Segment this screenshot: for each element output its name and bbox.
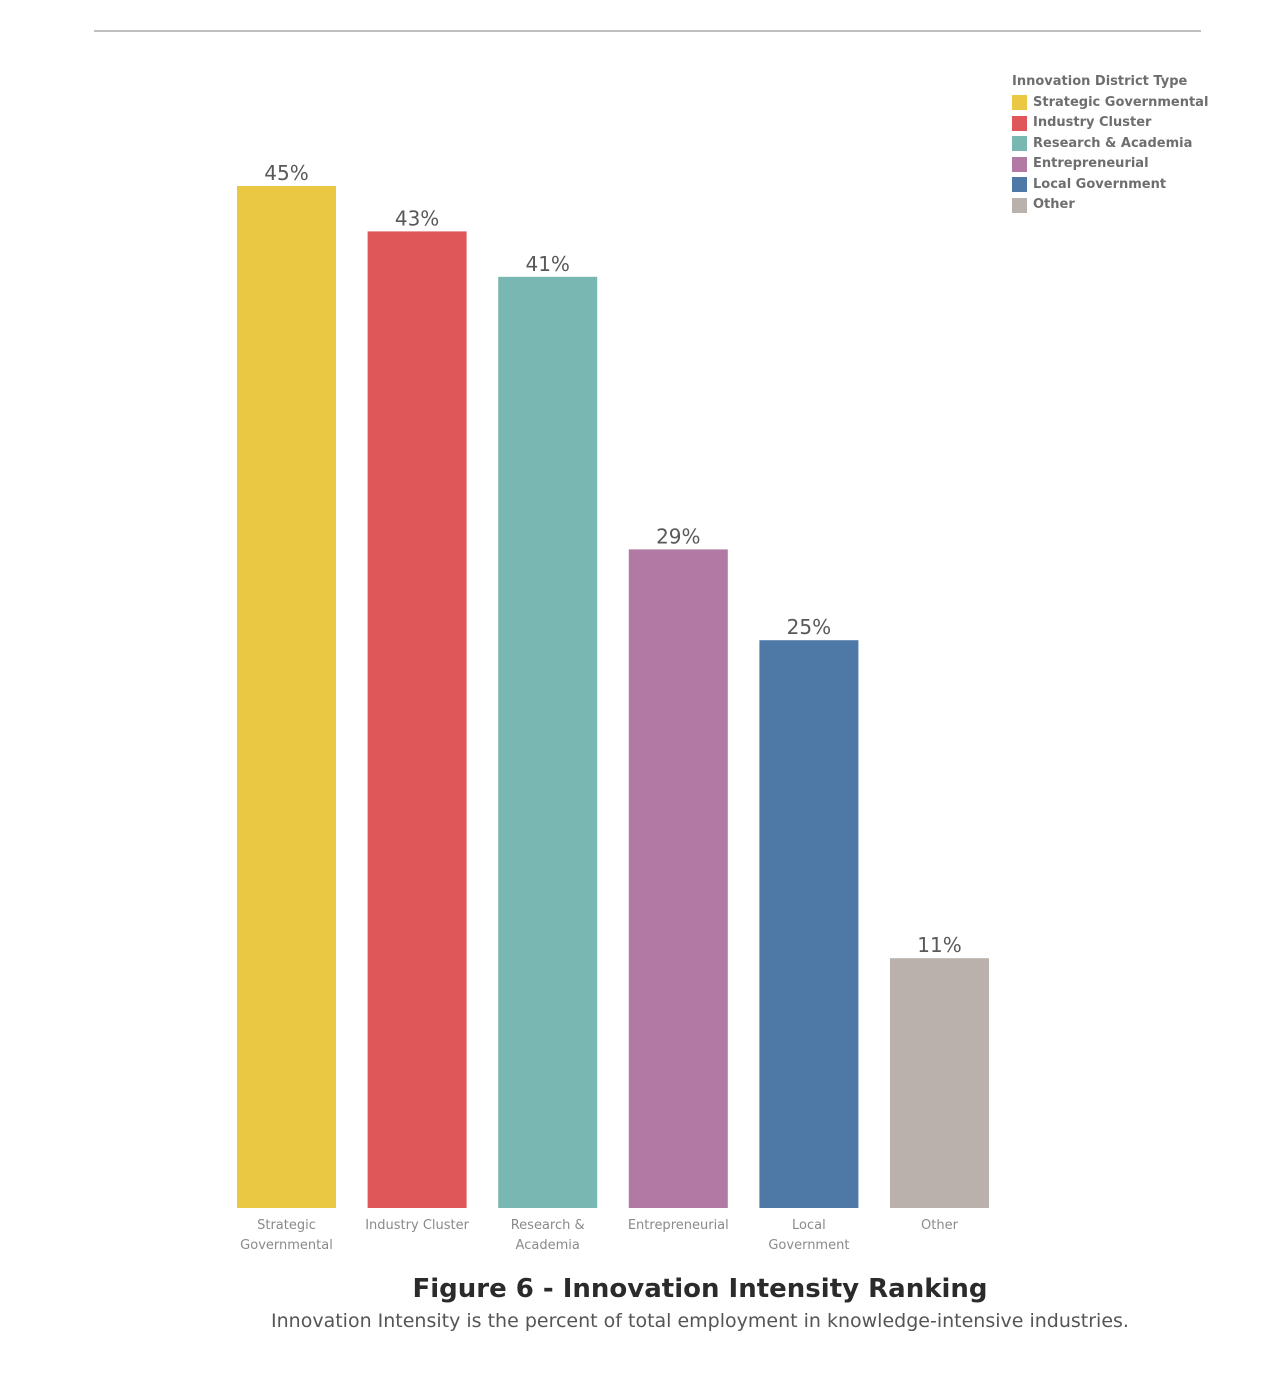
legend-item-entrepreneurial: Entrepreneurial [1012,154,1208,175]
bar [628,549,728,1208]
legend-swatch [1012,197,1027,213]
category-label: Entrepreneurial [628,1218,729,1233]
category-label: Industry Cluster [365,1218,469,1233]
data-label: 41% [525,252,569,276]
bar [367,231,467,1208]
category-label: Strategic [257,1218,316,1233]
legend-swatch [1012,136,1027,152]
bar [237,186,336,1208]
legend-swatch [1012,156,1027,172]
category-label: Government [768,1238,849,1253]
category-label: Governmental [240,1238,333,1253]
figure-title: Figure 6 - Innovation Intensity Ranking [412,1274,988,1304]
bar [498,276,598,1208]
data-label: 25% [787,615,831,639]
legend-item-other: Other [1012,195,1208,216]
bar [759,640,859,1208]
category-label: Local [792,1218,826,1233]
category-label: Research & [511,1218,585,1233]
legend-label: Strategic Governmental [1033,94,1209,110]
legend-label: Other [1033,197,1075,212]
legend-swatch [1012,177,1027,193]
legend-swatch [1012,115,1027,131]
legend-item-local-government: Local Government [1012,175,1208,196]
legend-title: Innovation District Type [1012,74,1188,89]
top-rule [94,30,1201,32]
legend-swatch [1012,95,1027,111]
category-label: Other [921,1218,959,1233]
figure-subtitle: Innovation Intensity is the percent of t… [271,1310,1129,1332]
data-label: 43% [395,206,439,230]
data-label: 29% [656,524,700,548]
legend-label: Research & Academia [1033,135,1193,151]
legend-item-research-academia: Research & Academia [1012,134,1208,155]
category-label: Academia [516,1238,580,1253]
legend-item-strategic-governmental: Strategic Governmental [1012,93,1208,114]
data-label: 45% [264,161,308,185]
legend-label: Entrepreneurial [1033,156,1149,171]
legend-label: Local Government [1033,176,1167,192]
legend: Innovation District Type Strategic Gover… [1012,72,1208,216]
legend-label: Industry Cluster [1033,115,1152,130]
legend-item-industry-cluster: Industry Cluster [1012,113,1208,134]
bar [890,958,989,1208]
data-label: 11% [917,933,961,957]
